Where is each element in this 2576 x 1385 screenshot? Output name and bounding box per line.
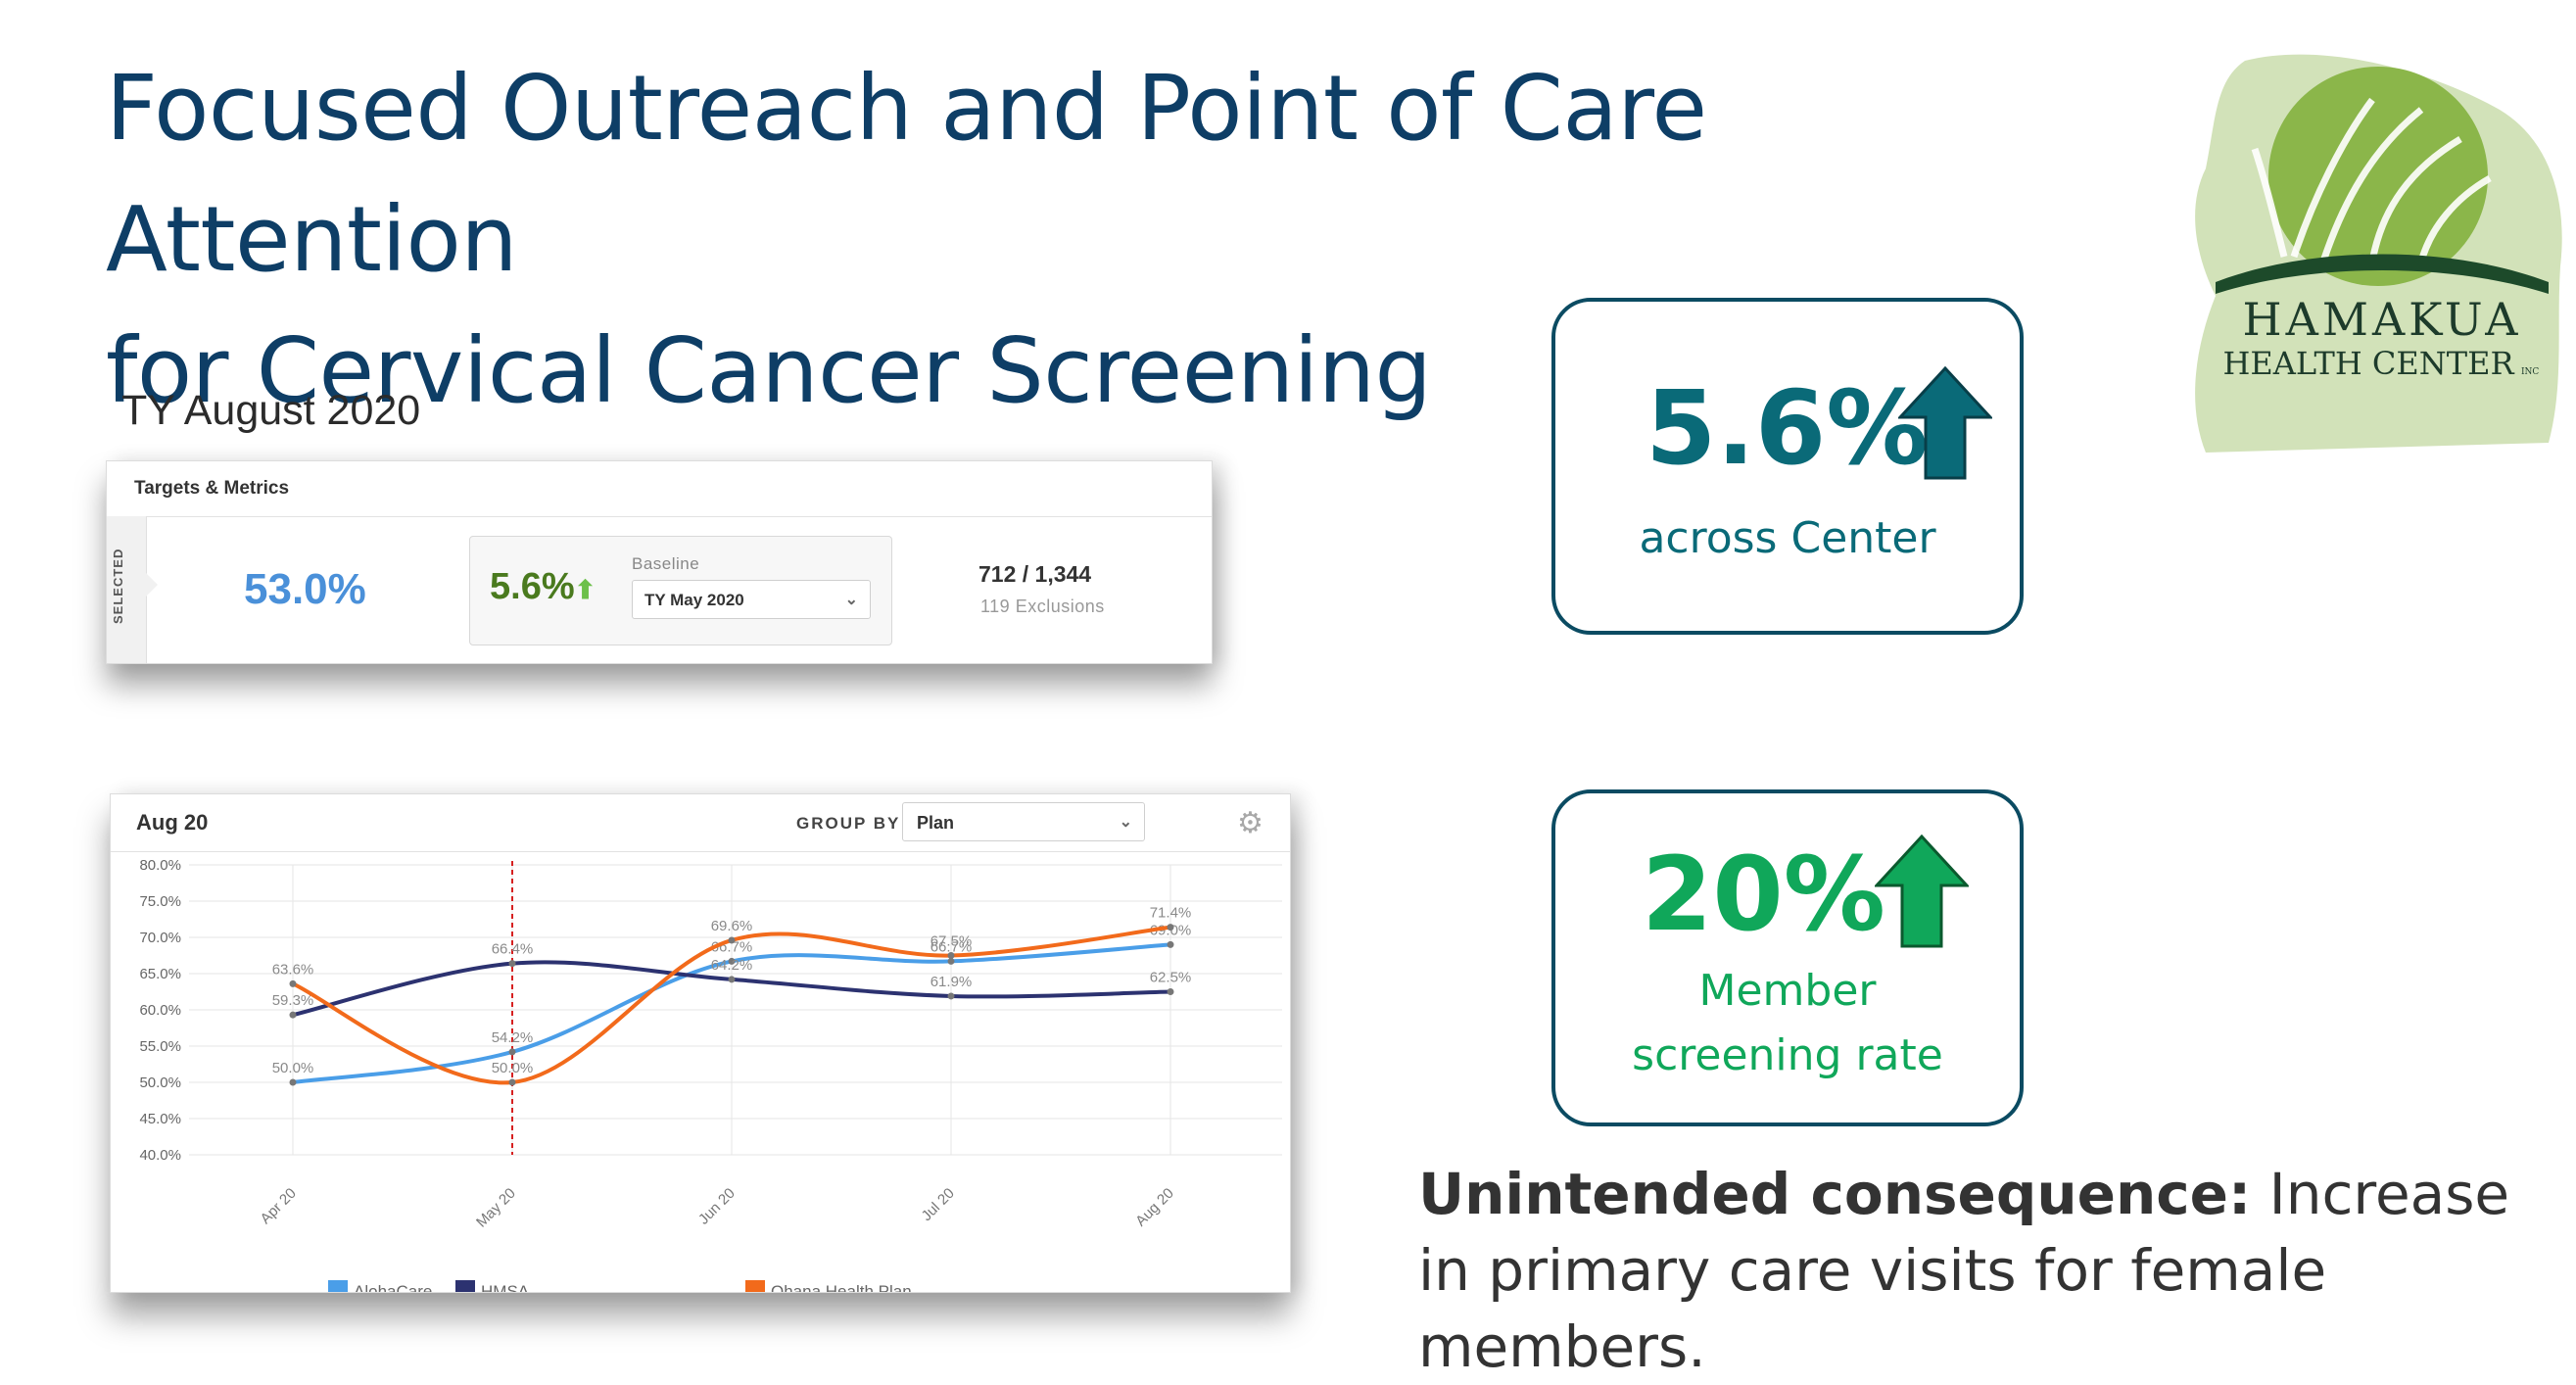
group-by-select[interactable]: Plan ⌄ bbox=[902, 802, 1145, 841]
data-point bbox=[1167, 940, 1174, 948]
group-by-label: GROUP BY bbox=[796, 814, 901, 833]
chart-header: Aug 20 GROUP BY Plan ⌄ ⚙ bbox=[111, 794, 1290, 852]
arrow-up-icon bbox=[1898, 366, 1992, 480]
trend-line-chart: 40.0% 45.0% 50.0% 55.0% 60.0% 65.0% 70.0% 75.0%… bbox=[139, 857, 1282, 1292]
data-label: 69.6% bbox=[711, 918, 753, 934]
trend-chart-card: Aug 20 GROUP BY Plan ⌄ ⚙ 40.0% 45.0% 50.0%… bbox=[110, 793, 1291, 1293]
member-count: 712 / 1,344 bbox=[978, 561, 1092, 587]
legend-swatch bbox=[328, 1280, 348, 1292]
metrics-card-header: Targets & Metrics bbox=[107, 461, 1212, 517]
legend-label: HMSA bbox=[481, 1282, 530, 1292]
data-point bbox=[1167, 924, 1174, 931]
series-line bbox=[292, 925, 1171, 1085]
baseline-compare-box: 5.6%⬆ Baseline TY May 2020 ⌄ bbox=[469, 536, 892, 645]
data-point bbox=[289, 979, 297, 987]
y-tick-label: 75.0% bbox=[139, 893, 181, 910]
y-tick-label: 55.0% bbox=[139, 1038, 181, 1055]
period-label: TY August 2020 bbox=[121, 387, 421, 434]
baseline-select-value: TY May 2020 bbox=[644, 591, 744, 609]
x-tick-label: Jun 20 bbox=[695, 1185, 739, 1228]
data-point bbox=[508, 960, 516, 968]
title-line-1: Focused Outreach and Point of Care Atten… bbox=[106, 56, 1707, 292]
data-label: 59.3% bbox=[272, 992, 314, 1009]
data-point bbox=[1167, 988, 1174, 995]
data-point bbox=[508, 1078, 516, 1086]
baseline-select[interactable]: TY May 2020 ⌄ bbox=[632, 580, 871, 619]
arrow-up-icon: ⬆ bbox=[574, 575, 596, 604]
data-point bbox=[947, 992, 955, 1000]
data-point bbox=[728, 957, 736, 965]
data-point bbox=[728, 976, 736, 983]
y-tick-label: 65.0% bbox=[139, 966, 181, 982]
data-label: 71.4% bbox=[1150, 905, 1192, 922]
y-tick-label: 60.0% bbox=[139, 1002, 181, 1019]
title-line-2: for Cervical Cancer Screening bbox=[106, 318, 1432, 423]
gear-icon[interactable]: ⚙ bbox=[1237, 807, 1264, 839]
data-label: 64.2% bbox=[711, 957, 753, 974]
data-label: 61.9% bbox=[930, 974, 973, 990]
legend-label: Ohana Health Plan bbox=[771, 1282, 912, 1292]
selected-label: SELECTED bbox=[111, 548, 125, 624]
change-value-wrap: 5.6%⬆ bbox=[490, 566, 596, 608]
member-rate-desc-1: Member bbox=[1698, 966, 1877, 1016]
data-label: 50.0% bbox=[272, 1060, 314, 1076]
svg-text:INC: INC bbox=[2521, 367, 2539, 377]
consequence-text: Increase in primary care visits for fema… bbox=[1418, 1161, 2510, 1380]
x-tick-label: Aug 20 bbox=[1132, 1185, 1177, 1230]
x-tick-label: Jul 20 bbox=[919, 1185, 958, 1224]
hamakua-logo: HAMAKUA HEALTH CENTER INC bbox=[2195, 54, 2562, 453]
data-point bbox=[508, 1048, 516, 1056]
unintended-consequence: Unintended consequence: Increase in prim… bbox=[1418, 1156, 2554, 1385]
y-tick-label: 80.0% bbox=[139, 857, 181, 874]
screening-rate-value: 53.0% bbox=[244, 565, 366, 613]
y-tick-label: 50.0% bbox=[139, 1075, 181, 1091]
data-label: 66.7% bbox=[930, 938, 973, 955]
group-by-select-value: Plan bbox=[917, 813, 955, 833]
exclusions-count: 119 Exclusions bbox=[980, 597, 1105, 616]
consequence-heading: Unintended consequence: bbox=[1418, 1161, 2252, 1227]
svg-text:HEALTH CENTER: HEALTH CENTER bbox=[2222, 345, 2514, 382]
data-label: 54.2% bbox=[492, 1029, 534, 1046]
center-improvement-box: 5.6% across Center bbox=[1551, 298, 2024, 635]
y-tick-label: 45.0% bbox=[139, 1111, 181, 1127]
selected-notch bbox=[146, 573, 158, 597]
center-improvement-value: 5.6% bbox=[1646, 368, 1929, 488]
legend-swatch bbox=[455, 1280, 475, 1292]
y-tick-label: 40.0% bbox=[139, 1147, 181, 1164]
chevron-down-icon: ⌄ bbox=[844, 592, 858, 608]
data-point bbox=[728, 936, 736, 944]
svg-text:HAMAKUA: HAMAKUA bbox=[2243, 293, 2522, 346]
change-value: 5.6% bbox=[490, 566, 575, 607]
data-point bbox=[947, 957, 955, 965]
data-label: 62.5% bbox=[1150, 970, 1192, 986]
center-improvement-desc: across Center bbox=[1639, 513, 1936, 563]
data-point bbox=[289, 1078, 297, 1086]
data-label: 63.6% bbox=[272, 961, 314, 978]
member-rate-desc-2: screening rate bbox=[1632, 1030, 1943, 1080]
page-title: Focused Outreach and Point of Care Atten… bbox=[106, 43, 2104, 437]
baseline-label: Baseline bbox=[632, 554, 700, 573]
x-tick-label: May 20 bbox=[473, 1185, 519, 1231]
chevron-down-icon: ⌄ bbox=[1119, 814, 1132, 831]
data-label: 66.4% bbox=[492, 941, 534, 958]
targets-metrics-card: Targets & Metrics SELECTED 53.0% 5.6%⬆ B… bbox=[106, 460, 1213, 664]
data-point bbox=[947, 952, 955, 959]
member-rate-value: 20% bbox=[1642, 835, 1885, 954]
member-rate-box: 20% Member screening rate bbox=[1551, 789, 2024, 1126]
legend-label: AlohaCare bbox=[354, 1282, 432, 1292]
x-tick-label: Apr 20 bbox=[258, 1185, 300, 1227]
data-point bbox=[289, 1011, 297, 1019]
y-tick-label: 70.0% bbox=[139, 930, 181, 946]
legend-swatch bbox=[745, 1280, 765, 1292]
data-label: 67.5% bbox=[930, 933, 973, 950]
arrow-up-icon bbox=[1875, 835, 1969, 948]
selected-side-tab[interactable]: SELECTED bbox=[107, 516, 158, 663]
chart-period: Aug 20 bbox=[136, 810, 209, 835]
data-label: 50.0% bbox=[492, 1060, 534, 1076]
